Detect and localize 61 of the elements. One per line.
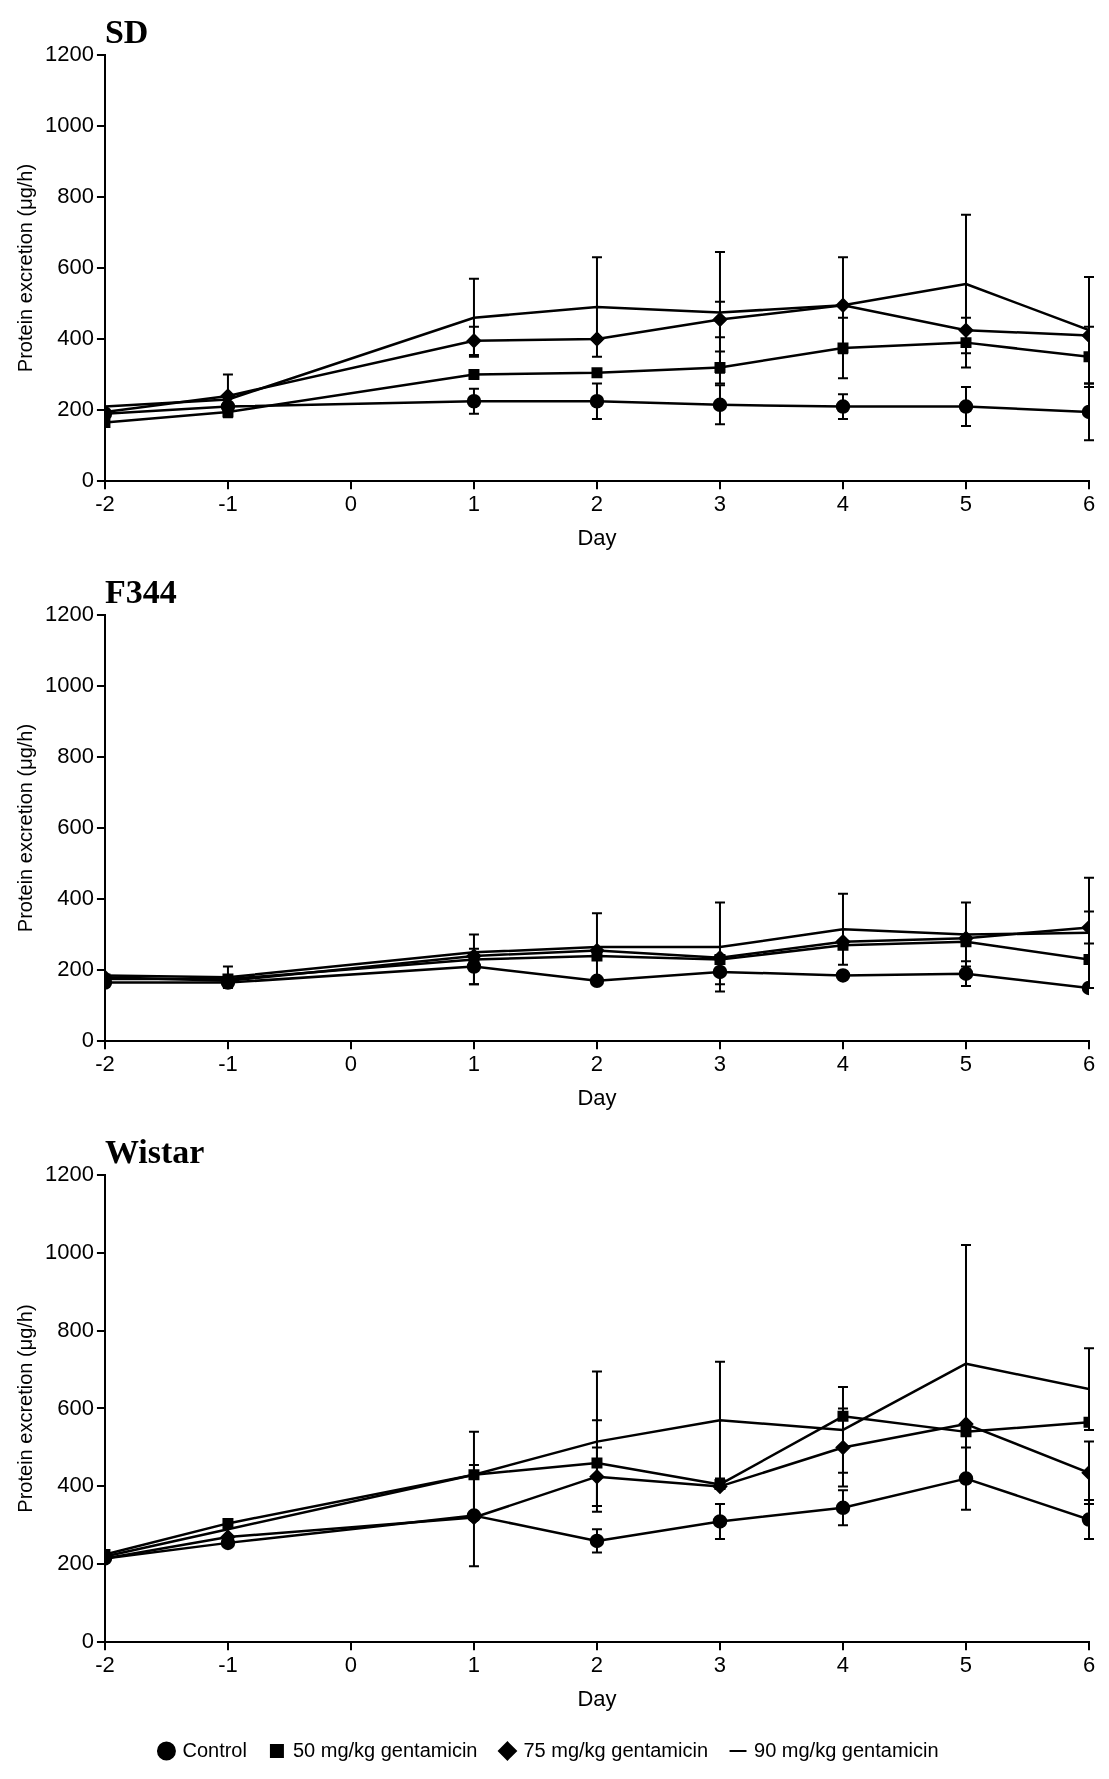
x-tick-label: -1: [218, 491, 238, 517]
y-tick-label: 1200: [44, 1160, 94, 1186]
y-tick-label: 0: [81, 1628, 94, 1654]
y-tick-label: 0: [81, 467, 94, 493]
x-tick-label: 5: [959, 491, 973, 517]
x-tick-label: 0: [344, 1652, 358, 1678]
chart-title: Wistar: [104, 1133, 205, 1171]
x-axis-title: Day: [577, 1084, 617, 1110]
x-tick-label: 2: [590, 491, 604, 517]
y-tick-label: 400: [57, 325, 94, 351]
x-tick-label: 1: [467, 491, 481, 517]
y-tick-label: 1000: [44, 671, 94, 697]
x-tick-label: 5: [959, 1051, 973, 1077]
legend-label: 90 mg/kg gentamicin: [754, 1738, 939, 1761]
x-tick-label: 1: [467, 1051, 481, 1077]
x-tick-label: 5: [959, 1652, 973, 1678]
y-tick-label: 600: [57, 814, 94, 840]
y-tick-label: 200: [57, 1550, 94, 1576]
x-tick-label: 6: [1082, 1051, 1096, 1077]
y-tick-label: 1000: [44, 111, 94, 137]
x-tick-label: 2: [590, 1652, 604, 1678]
x-tick-label: 0: [344, 1051, 358, 1077]
legend-label: 75 mg/kg gentamicin: [523, 1738, 709, 1761]
y-tick-label: 200: [57, 956, 94, 982]
x-tick-label: -2: [95, 491, 115, 517]
y-tick-label: 1000: [44, 1238, 94, 1264]
chart-title: F344: [104, 573, 177, 611]
legend-label: 50 mg/kg gentamicin: [292, 1738, 478, 1761]
x-tick-label: 4: [836, 491, 850, 517]
x-axis-title: Day: [577, 1685, 617, 1711]
y-tick-label: 800: [57, 743, 94, 768]
y-tick-label: 200: [57, 396, 94, 422]
legend-label: Control: [182, 1738, 247, 1761]
x-tick-label: 2: [590, 1051, 604, 1077]
y-tick-label: 0: [81, 1027, 94, 1053]
x-tick-label: -2: [95, 1652, 115, 1678]
y-tick-label: 800: [57, 1316, 94, 1342]
x-tick-label: 4: [836, 1652, 850, 1678]
chart-title: SD: [104, 13, 149, 51]
x-tick-label: -2: [95, 1051, 115, 1077]
x-tick-label: 3: [713, 1051, 727, 1077]
x-tick-label: 4: [836, 1051, 850, 1077]
y-tick-label: 800: [57, 183, 94, 208]
x-tick-label: -1: [218, 1051, 238, 1077]
x-tick-label: 3: [713, 491, 727, 517]
y-axis-title: Protein excretion (μg/h): [13, 163, 36, 373]
x-axis-title: Day: [577, 524, 617, 550]
y-tick-label: 1200: [44, 600, 94, 626]
y-axis-title: Protein excretion (μg/h): [13, 1304, 36, 1513]
x-tick-label: 1: [467, 1652, 481, 1678]
y-tick-label: 400: [57, 1472, 94, 1498]
x-tick-label: 3: [713, 1652, 727, 1678]
y-tick-label: 600: [57, 1394, 94, 1420]
y-tick-label: 600: [57, 254, 94, 280]
x-tick-label: 0: [344, 491, 358, 517]
y-tick-label: 400: [57, 885, 94, 911]
x-tick-label: 6: [1082, 491, 1096, 517]
x-tick-label: 6: [1082, 1652, 1096, 1678]
y-axis-title: Protein excretion (μg/h): [13, 723, 36, 933]
x-tick-label: -1: [218, 1652, 238, 1678]
y-tick-label: 1200: [44, 40, 94, 66]
